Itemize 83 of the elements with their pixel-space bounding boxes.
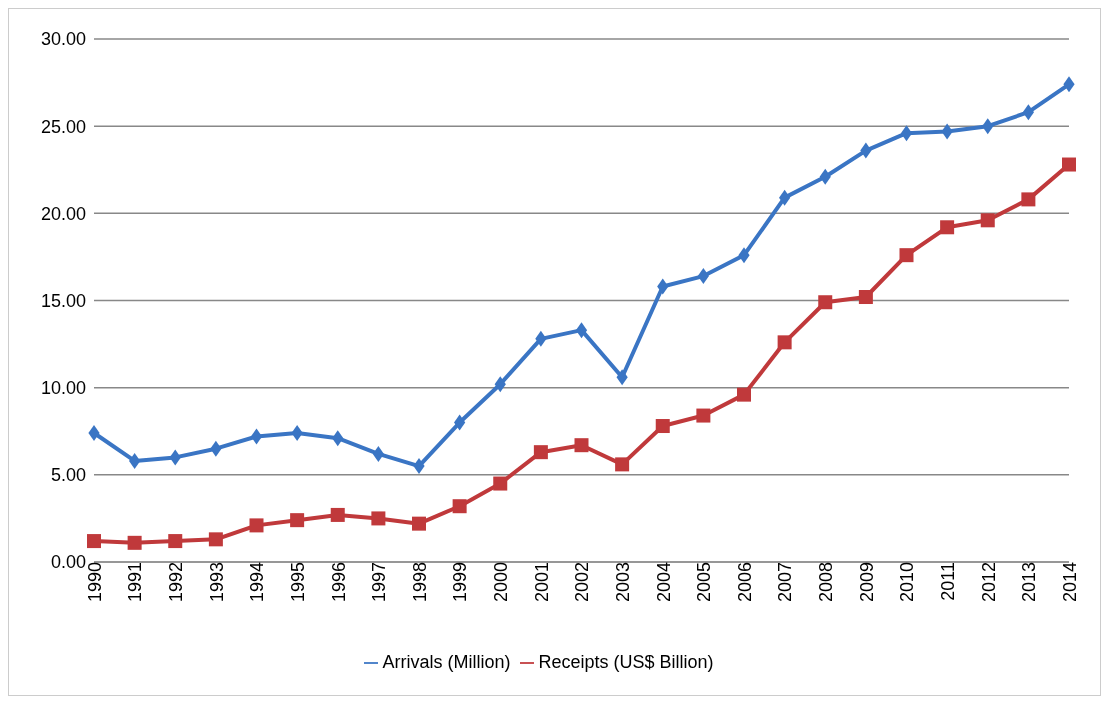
point: [169, 449, 181, 466]
y-tick-label: 25.00: [40, 116, 86, 137]
x-tick-label: 2006: [734, 562, 755, 603]
point: [372, 445, 384, 462]
point: [332, 430, 344, 447]
point: [738, 247, 750, 264]
point: [208, 532, 223, 547]
point: [615, 457, 630, 472]
point: [1062, 157, 1076, 172]
x-tick-label: 1998: [409, 562, 430, 603]
point: [290, 513, 305, 528]
x-tick-label: 1995: [287, 562, 308, 603]
point: [900, 125, 913, 142]
point: [535, 330, 547, 347]
point: [87, 534, 101, 549]
point: [129, 452, 141, 469]
y-tick-label: 0.00: [50, 552, 86, 573]
x-tick-label: 1999: [450, 562, 471, 603]
x-tick-label: 1994: [247, 562, 268, 603]
point: [412, 516, 426, 531]
point: [127, 535, 142, 550]
point: [210, 440, 222, 457]
y-tick-label: 15.00: [40, 290, 86, 311]
point: [291, 424, 303, 441]
x-tick-label: 2001: [531, 562, 552, 603]
legend-label: Receipts (US$ Billion): [538, 652, 714, 672]
x-tick-label: 2014: [1059, 562, 1080, 603]
point: [899, 248, 914, 263]
point: [574, 438, 589, 453]
x-tick-label: 1992: [166, 562, 187, 603]
point: [657, 278, 669, 295]
x-tick-label: 2008: [816, 562, 837, 603]
x-tick-label: 1997: [369, 562, 390, 603]
point: [697, 268, 709, 285]
x-tick-label: 2004: [653, 562, 674, 603]
point: [860, 142, 872, 159]
x-tick-label: 2012: [978, 562, 999, 603]
y-tick-label: 20.00: [40, 203, 86, 224]
point: [371, 511, 386, 526]
point: [452, 499, 467, 514]
point: [88, 424, 100, 441]
point: [168, 534, 183, 549]
x-tick-label: 2002: [572, 562, 593, 603]
point: [818, 295, 833, 310]
point: [533, 445, 548, 460]
point: [779, 189, 791, 206]
x-tick-label: 2009: [856, 562, 877, 603]
point: [575, 322, 588, 339]
point: [494, 376, 506, 393]
y-tick-label: 5.00: [50, 465, 86, 486]
x-tick-label: 2011: [937, 562, 958, 601]
point: [1063, 76, 1075, 93]
x-tick-label: 2010: [897, 562, 918, 603]
point: [655, 419, 670, 434]
point: [980, 213, 995, 228]
x-tick-label: 2000: [491, 562, 512, 603]
x-tick-label: 1993: [206, 562, 227, 603]
point: [941, 123, 953, 140]
point: [413, 458, 425, 475]
point: [1021, 192, 1036, 207]
y-tick-label: 10.00: [40, 378, 86, 399]
point: [330, 507, 345, 522]
x-tick-label: 1991: [125, 562, 146, 603]
x-tick-label: 2003: [612, 562, 633, 603]
x-tick-label: 2007: [775, 562, 796, 603]
point: [737, 387, 751, 402]
point: [858, 290, 873, 305]
x-tick-label: 1996: [328, 562, 349, 603]
point: [1022, 104, 1034, 121]
point: [982, 118, 994, 135]
point: [249, 518, 264, 533]
y-tick-label: 30.00: [40, 29, 86, 50]
point: [777, 335, 792, 350]
point: [940, 220, 955, 235]
point: [493, 476, 508, 491]
x-tick-label: 2005: [694, 562, 715, 603]
point: [250, 428, 263, 445]
legend-label: Arrivals (Million): [382, 652, 511, 672]
point: [696, 408, 711, 423]
point: [454, 414, 466, 431]
x-tick-label: 2013: [1019, 562, 1040, 603]
point: [616, 369, 628, 386]
point: [819, 168, 831, 185]
